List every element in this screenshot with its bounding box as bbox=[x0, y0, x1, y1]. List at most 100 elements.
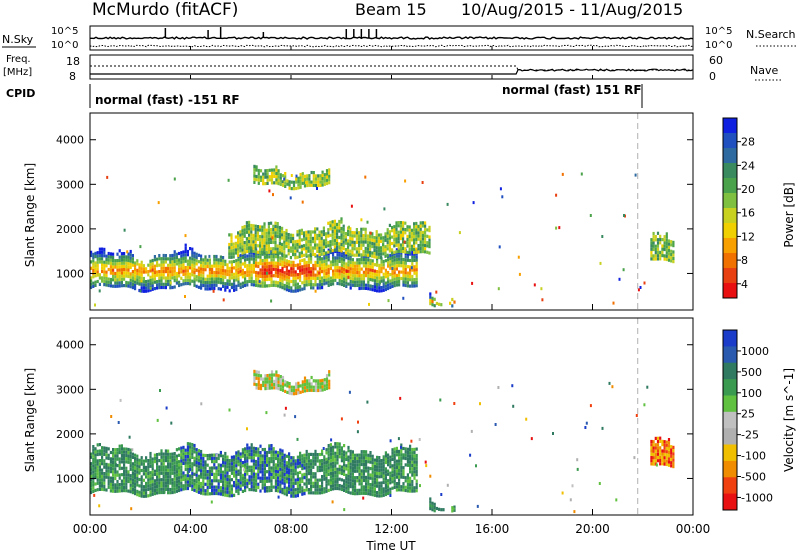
echo-cell bbox=[250, 236, 253, 240]
echo-cell bbox=[290, 465, 293, 469]
echo-cell bbox=[336, 483, 339, 487]
echo-cell bbox=[659, 257, 662, 261]
echo-cell bbox=[261, 457, 264, 461]
echo-cell bbox=[325, 460, 328, 465]
echo-cell bbox=[292, 494, 295, 498]
echo-cell bbox=[103, 267, 106, 271]
echo-cell bbox=[175, 457, 178, 461]
echo-cell bbox=[178, 488, 181, 493]
echo-cell bbox=[329, 279, 332, 283]
echo-cell bbox=[328, 177, 331, 182]
echo-cell bbox=[285, 265, 288, 269]
echo-cell bbox=[270, 376, 274, 380]
colorbar-swatch bbox=[723, 208, 737, 224]
echo-cell bbox=[384, 245, 387, 249]
echo-cell bbox=[266, 181, 269, 185]
echo-cell bbox=[268, 489, 271, 493]
x-tick-label: 04:00 bbox=[173, 522, 208, 536]
echo-cell bbox=[409, 274, 412, 279]
echo-cell bbox=[160, 487, 163, 491]
echo-cell bbox=[160, 263, 163, 267]
echo-cell bbox=[334, 265, 337, 270]
echo-cell bbox=[274, 469, 277, 473]
echo-cell bbox=[222, 281, 225, 285]
echo-cell bbox=[123, 450, 126, 454]
echo-cell bbox=[413, 241, 416, 245]
echo-cell bbox=[195, 486, 198, 490]
echo-cell bbox=[186, 480, 189, 484]
echo-cell bbox=[389, 282, 392, 286]
echo-cell bbox=[259, 250, 262, 255]
echo-cell bbox=[266, 463, 269, 467]
echo-cell-sparse bbox=[208, 453, 211, 457]
echo-cell bbox=[272, 247, 275, 251]
echo-cell bbox=[241, 241, 244, 246]
echo-cell bbox=[295, 180, 298, 184]
echo-cell bbox=[262, 175, 265, 179]
echo-cell bbox=[322, 239, 325, 243]
echo-cell bbox=[151, 274, 154, 279]
echo-cell bbox=[301, 287, 304, 291]
echo-cell bbox=[208, 485, 211, 489]
echo-cell bbox=[263, 255, 266, 259]
echo-cell bbox=[145, 280, 148, 284]
echo-cell bbox=[120, 466, 123, 470]
echo-cell bbox=[393, 284, 396, 288]
echo-cell bbox=[303, 472, 306, 476]
echo-cell bbox=[656, 439, 660, 444]
echo-cell bbox=[340, 233, 343, 237]
echo-cell bbox=[365, 274, 368, 278]
echo-cell bbox=[175, 467, 178, 471]
echo-cell bbox=[299, 480, 302, 484]
echo-cell bbox=[274, 234, 277, 238]
echo-cell bbox=[292, 233, 295, 237]
echo-cell bbox=[244, 479, 247, 483]
echo-cell bbox=[191, 250, 194, 254]
echo-cell bbox=[233, 455, 236, 459]
echo-cell bbox=[217, 453, 220, 457]
echo-cell bbox=[380, 465, 383, 469]
echo-cell bbox=[114, 284, 117, 288]
echo-cell bbox=[415, 255, 418, 259]
echo-cell bbox=[656, 446, 660, 450]
echo-cell bbox=[241, 225, 244, 230]
echo-cell bbox=[283, 476, 286, 480]
echo-cell bbox=[239, 239, 242, 243]
echo-cell bbox=[288, 477, 291, 482]
echo-cell bbox=[351, 463, 354, 467]
echo-cell bbox=[305, 481, 308, 486]
echo-cell bbox=[299, 486, 302, 491]
echo-cell bbox=[362, 243, 365, 247]
echo-cell bbox=[380, 487, 383, 491]
echo-cell bbox=[307, 273, 310, 277]
echo-cell bbox=[103, 475, 106, 479]
echo-cell bbox=[349, 249, 352, 253]
echo-cell bbox=[299, 269, 302, 273]
echo-cell bbox=[195, 470, 198, 474]
echo-cell bbox=[259, 377, 263, 381]
power-colorbar-label: Power [dB] bbox=[782, 182, 796, 247]
echo-cell bbox=[265, 238, 268, 242]
echo-cell bbox=[184, 269, 187, 273]
echo-cell bbox=[246, 443, 249, 447]
echo-cell bbox=[208, 492, 211, 496]
echo-cell bbox=[136, 461, 139, 465]
echo-cell bbox=[267, 231, 270, 235]
echo-cell bbox=[296, 242, 299, 247]
echo-cell bbox=[347, 449, 350, 453]
echo-cell bbox=[404, 283, 407, 288]
echo-cell-sparse bbox=[391, 267, 394, 270]
echo-cell bbox=[92, 489, 95, 493]
echo-cell bbox=[397, 233, 400, 237]
echo-cell bbox=[160, 490, 163, 495]
echo-cell bbox=[167, 282, 170, 287]
echo-cell bbox=[314, 246, 317, 250]
echo-cell bbox=[226, 461, 229, 466]
echo-cell bbox=[200, 481, 203, 486]
echo-cell bbox=[309, 249, 312, 253]
echo-cell bbox=[395, 475, 398, 479]
echo-cell bbox=[297, 179, 300, 184]
echo-cell bbox=[305, 459, 308, 463]
echo-cell bbox=[296, 481, 299, 485]
echo-cell bbox=[406, 473, 409, 477]
